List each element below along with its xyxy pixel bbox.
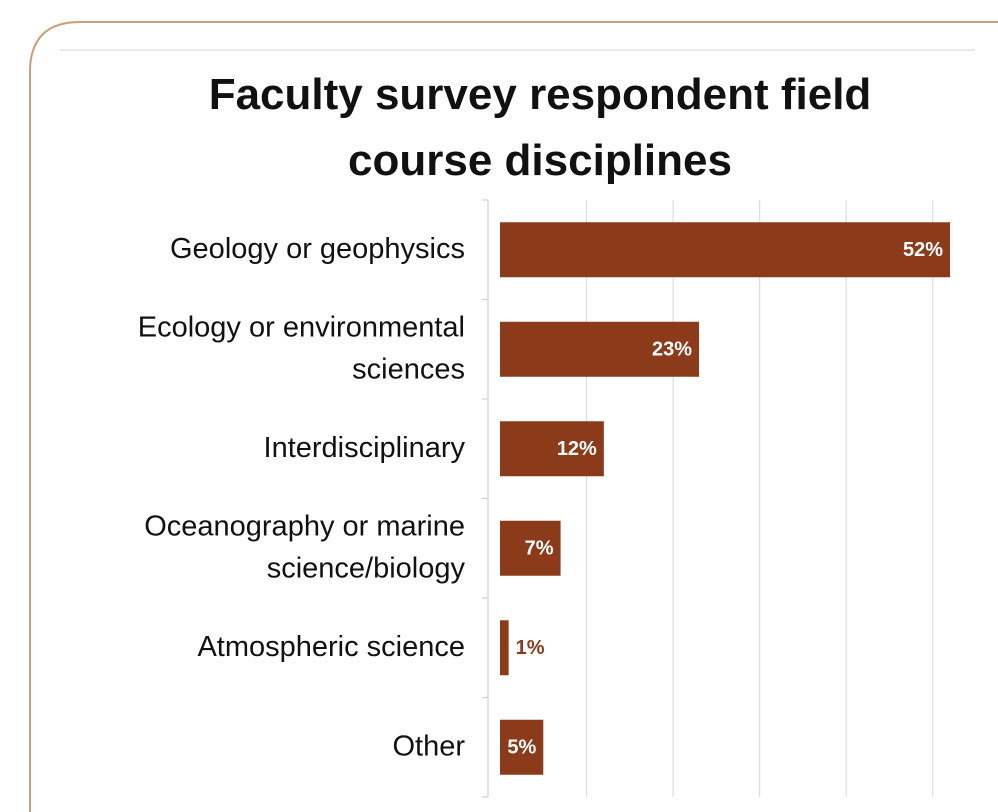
y-tick-label: Oceanography or marine science/biology <box>144 510 465 584</box>
value-label: 7% <box>525 538 554 560</box>
value-label: 5% <box>507 737 536 759</box>
value-label: 52% <box>903 239 943 261</box>
y-tick-label: Other <box>392 730 465 762</box>
y-tick-label: Interdisciplinary <box>264 431 466 463</box>
bar <box>500 520 561 576</box>
value-label: 1% <box>516 637 545 659</box>
value-label: 12% <box>557 438 597 460</box>
frame <box>29 21 998 812</box>
y-tick-label: Atmospheric science <box>197 630 465 662</box>
value-label: 23% <box>652 339 692 361</box>
bar <box>500 421 604 477</box>
bar <box>500 222 951 278</box>
chart-title: Faculty survey respondent field course di… <box>209 70 872 185</box>
bar <box>500 620 509 676</box>
bar <box>500 719 544 775</box>
bar <box>500 321 700 377</box>
y-tick-label: Geology or geophysics <box>170 232 465 264</box>
y-tick-label: Ecology or environmental sciences <box>138 311 465 385</box>
